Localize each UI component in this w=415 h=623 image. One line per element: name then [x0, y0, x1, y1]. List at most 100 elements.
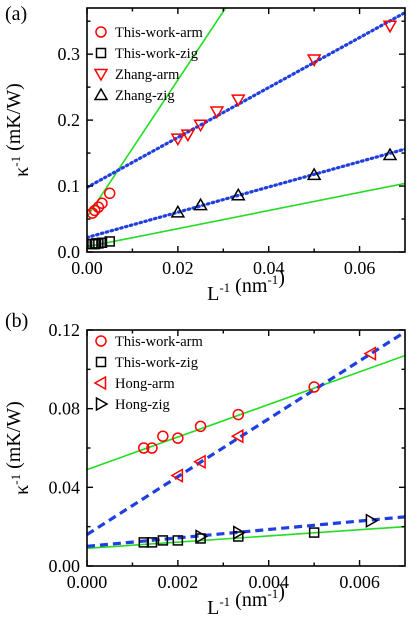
- y-tick-label: 0.00: [49, 556, 81, 576]
- data-point: [363, 346, 377, 361]
- data-point: [308, 527, 320, 538]
- legend-label: This-work-zig: [115, 355, 198, 371]
- legend-marker: [95, 26, 107, 38]
- legend-marker: [93, 87, 109, 101]
- y-tick-label: 0.08: [49, 399, 81, 419]
- x-tick-label: 0.004: [248, 572, 289, 592]
- legend-label: Zhang-zig: [115, 88, 175, 104]
- y-axis-label-text: κ: [11, 167, 33, 177]
- data-point: [209, 106, 225, 120]
- x-tick-label: 0.06: [344, 258, 376, 278]
- fit-line-2: [87, 525, 405, 550]
- fit-line-1: [87, 8, 227, 218]
- data-point: [172, 535, 184, 546]
- series-zhang-zig: [170, 147, 398, 218]
- data-point: [172, 432, 184, 444]
- data-point: [170, 204, 186, 218]
- x-axis-label-exponent: -1: [267, 272, 278, 287]
- data-point: [232, 408, 245, 421]
- data-point: [138, 442, 150, 454]
- fit-line-2: [87, 182, 405, 248]
- data-point: [193, 119, 208, 133]
- y-axis-label: κ-1 (mK/W): [3, 83, 33, 177]
- data-point: [382, 20, 398, 34]
- series-this-work-zig: [87, 236, 115, 250]
- data-point: [180, 129, 196, 143]
- data-point: [193, 454, 206, 470]
- legend-label: Zhang-arm: [115, 67, 180, 83]
- chart-panel-2: 0.000 0.002 0.004 0.006 0.00 0.04 0.08 0.12 L-1 …: [3, 310, 406, 619]
- y-axis-label-text: κ: [11, 485, 33, 495]
- y-axis-label: κ-1 (mK/W): [3, 401, 33, 495]
- fit-line-3: [87, 11, 405, 189]
- data-point: [194, 420, 207, 433]
- data-point: [103, 187, 116, 200]
- fit-line-3: [87, 330, 405, 536]
- legend-marker: [95, 356, 107, 368]
- x-axis-label-text: ): [278, 581, 285, 603]
- legend-label: This-work-zig: [115, 46, 198, 62]
- legend-marker: [95, 396, 109, 412]
- legend-label: This-work-arm: [115, 25, 204, 41]
- x-tick-label: 0.000: [67, 572, 108, 592]
- x-axis-label-exponent: -1: [267, 586, 278, 601]
- y-tick-label: 0.3: [58, 44, 81, 64]
- panel-label: (a): [5, 3, 27, 25]
- y-tick-label: 0.04: [49, 477, 81, 497]
- legend-marker: [93, 375, 107, 391]
- panel-label: (b): [5, 310, 28, 332]
- data-point: [88, 204, 101, 217]
- series-hong-zig: [195, 513, 379, 544]
- data-point: [230, 94, 246, 108]
- y-tick-label: 0.1: [58, 176, 81, 196]
- x-tick-label: 0.002: [158, 572, 199, 592]
- plot-frame: [86, 7, 406, 253]
- data-point: [306, 54, 322, 67]
- data-point: [146, 442, 158, 454]
- y-axis-label-exponent: -1: [8, 156, 23, 167]
- data-point: [308, 381, 320, 393]
- x-axis-label-exponent: -1: [219, 280, 230, 295]
- series-hong-arm: [170, 346, 377, 483]
- y-tick-label: 0.2: [58, 110, 81, 130]
- y-tick-label: 0.12: [49, 320, 81, 340]
- y-axis-label-text: (mK/W): [3, 401, 25, 474]
- legend: This-work-arm This-work-zig Hong-arm Hong-z…: [93, 334, 204, 413]
- fit-lines: [87, 8, 405, 248]
- data-point: [157, 430, 169, 442]
- data-point: [382, 147, 398, 161]
- x-tick-label: 0.02: [162, 258, 194, 278]
- legend-marker: [93, 68, 109, 82]
- x-axis-label-text: (nm: [230, 589, 268, 611]
- x-axis-label: L-1 (nm-1): [207, 581, 285, 619]
- data-point: [230, 187, 246, 201]
- x-tick-label: 0.04: [253, 258, 285, 278]
- data-point: [96, 237, 108, 249]
- series-this-work-arm: [86, 187, 116, 219]
- series-this-work-zig: [138, 527, 320, 548]
- legend-marker: [95, 335, 107, 347]
- x-axis-label-text: ): [278, 267, 285, 289]
- data-point: [92, 201, 105, 213]
- x-tick-label: 0.006: [339, 572, 380, 592]
- data-point: [195, 529, 209, 544]
- series-this-work-arm: [138, 381, 320, 454]
- data-point: [365, 513, 379, 529]
- data-point: [193, 197, 208, 211]
- x-axis-label-text: (nm: [230, 275, 268, 297]
- fit-line-4: [87, 515, 405, 548]
- x-axis-label: L-1 (nm-1): [207, 267, 285, 305]
- data-point: [170, 468, 184, 483]
- x-tick-label: 0.00: [71, 258, 103, 278]
- chart-panel-1: 0.00 0.02 0.04 0.060.00.10.20.3L-1 (nm-1)κ-…: [3, 3, 406, 305]
- x-axis-label-exponent: -1: [219, 594, 230, 609]
- legend-label: Hong-zig: [115, 397, 170, 413]
- y-axis-label-exponent: -1: [8, 474, 23, 485]
- data-point: [230, 428, 244, 444]
- x-axis-label-text: L: [207, 597, 219, 619]
- data-point: [306, 167, 322, 181]
- data-point: [104, 236, 115, 247]
- data-point: [157, 535, 169, 546]
- legend-label: Hong-arm: [115, 376, 175, 392]
